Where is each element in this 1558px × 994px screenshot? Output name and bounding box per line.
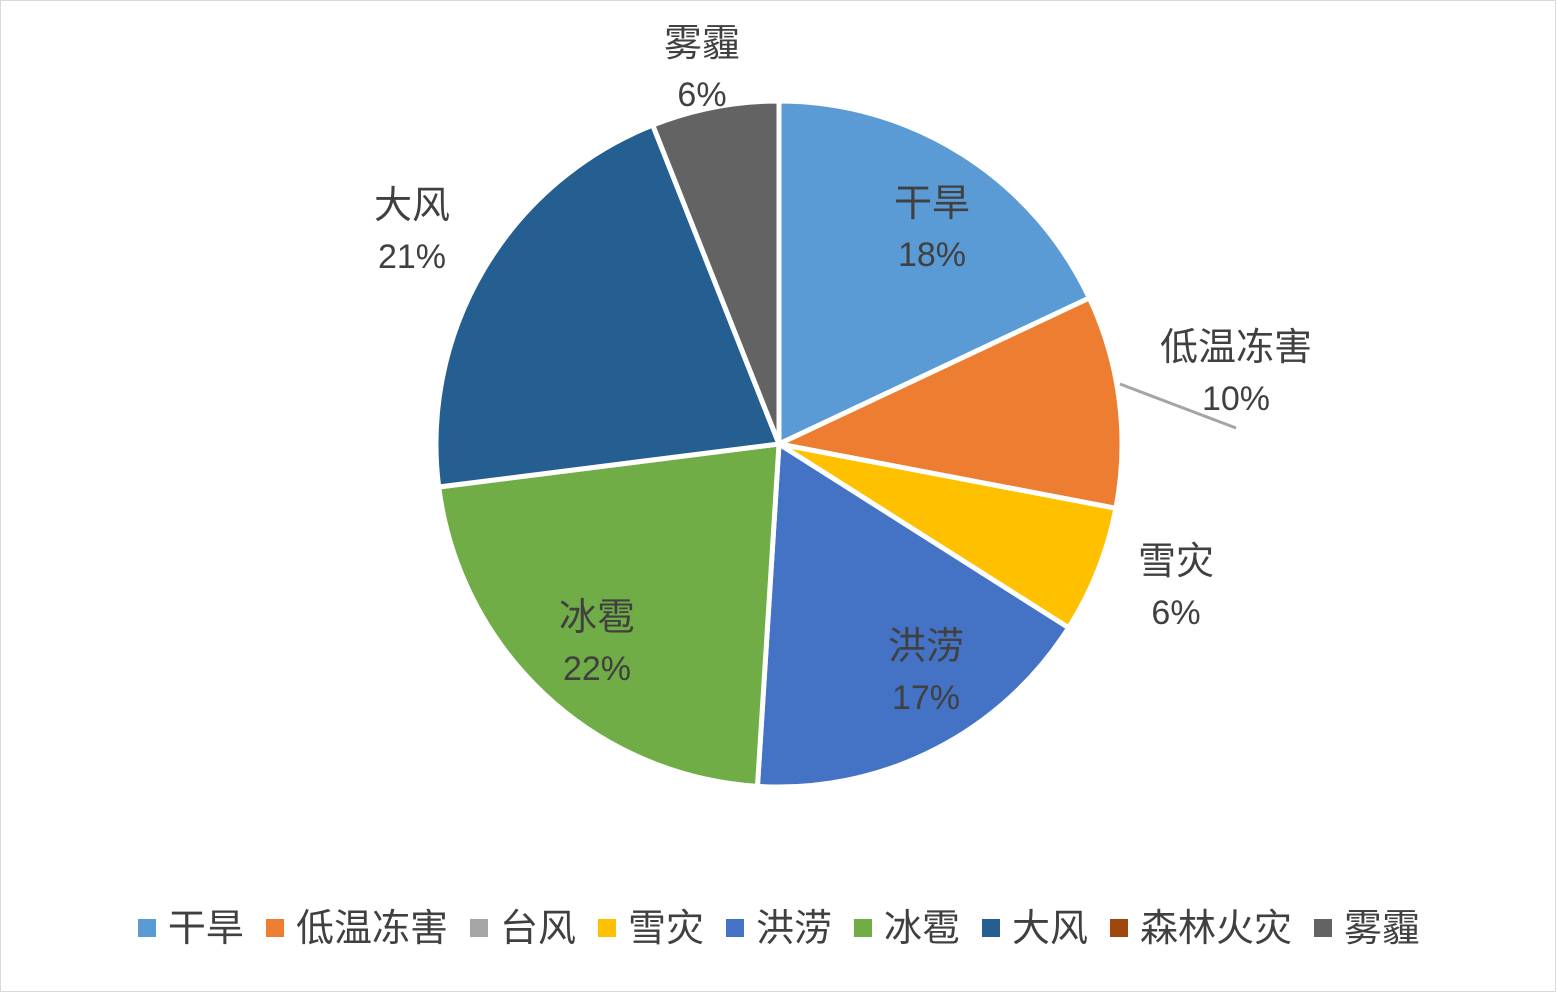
legend-item-4: 洪涝 [725, 906, 832, 950]
legend-swatch [1314, 919, 1333, 937]
legend-swatch [725, 919, 744, 937]
legend-item-5: 冰雹 [854, 909, 960, 947]
legend-swatch [469, 919, 488, 937]
data-label-value-3: 6% [1151, 594, 1200, 632]
legend-item-1: 低温冻害 [265, 906, 448, 950]
legend-label: 森林火灾 [1140, 906, 1293, 950]
legend-swatch [1110, 919, 1129, 937]
data-label-name-4: 洪涝 [888, 624, 964, 668]
data-label-value-1: 10% [1202, 380, 1270, 418]
legend-item-7: 森林火灾 [1110, 909, 1292, 947]
legend-swatch [265, 919, 284, 937]
data-label-name-1: 低温冻害 [1160, 325, 1312, 369]
leader-line [1119, 382, 1237, 430]
legend-label: 冰雹 [884, 906, 961, 950]
data-label-name-6: 大风 [374, 183, 450, 227]
legend-item-8: 雾霾 [1314, 909, 1420, 947]
legend-item-2: 台风 [469, 906, 576, 950]
data-label-name-8: 雾霾 [664, 21, 740, 65]
pie-slice-8 [650, 98, 782, 447]
legend-label: 干旱 [167, 906, 244, 950]
data-label-value-4: 17% [892, 679, 960, 717]
pie-slice-6 [433, 122, 782, 490]
legend-label: 大风 [1012, 906, 1089, 950]
data-label-name-5: 冰雹 [559, 595, 635, 639]
legend-label: 低温冻害 [295, 906, 448, 950]
legend-label: 台风 [499, 906, 576, 950]
data-label-name-3: 雪灾 [1138, 539, 1214, 583]
legend-item-6: 大风 [982, 909, 1088, 947]
pie-slice-4 [754, 441, 1072, 790]
legend-label: 洪涝 [755, 906, 832, 950]
legend-item-3: 雪灾 [597, 906, 704, 950]
data-label-value-8: 6% [677, 76, 726, 114]
chart-legend: 干旱 低温冻害 台风 雪灾 洪涝 冰雹 大风 森林火灾 雾霾 [0, 900, 1558, 956]
pie-slice-0 [776, 98, 1092, 447]
pie-slice-1 [776, 295, 1125, 511]
data-label-name-0: 干旱 [894, 181, 970, 225]
legend-swatch [854, 919, 872, 937]
legend-label: 雾霾 [1344, 906, 1421, 950]
legend-swatch [137, 919, 156, 937]
legend-swatch [597, 919, 616, 937]
legend-item-0: 干旱 [137, 906, 244, 950]
pie-slice-5 [436, 441, 782, 789]
data-label-value-0: 18% [898, 236, 966, 274]
data-label-value-6: 21% [378, 238, 446, 276]
legend-label: 雪灾 [627, 906, 704, 950]
data-label-value-5: 22% [563, 650, 631, 688]
legend-swatch [982, 919, 1001, 937]
